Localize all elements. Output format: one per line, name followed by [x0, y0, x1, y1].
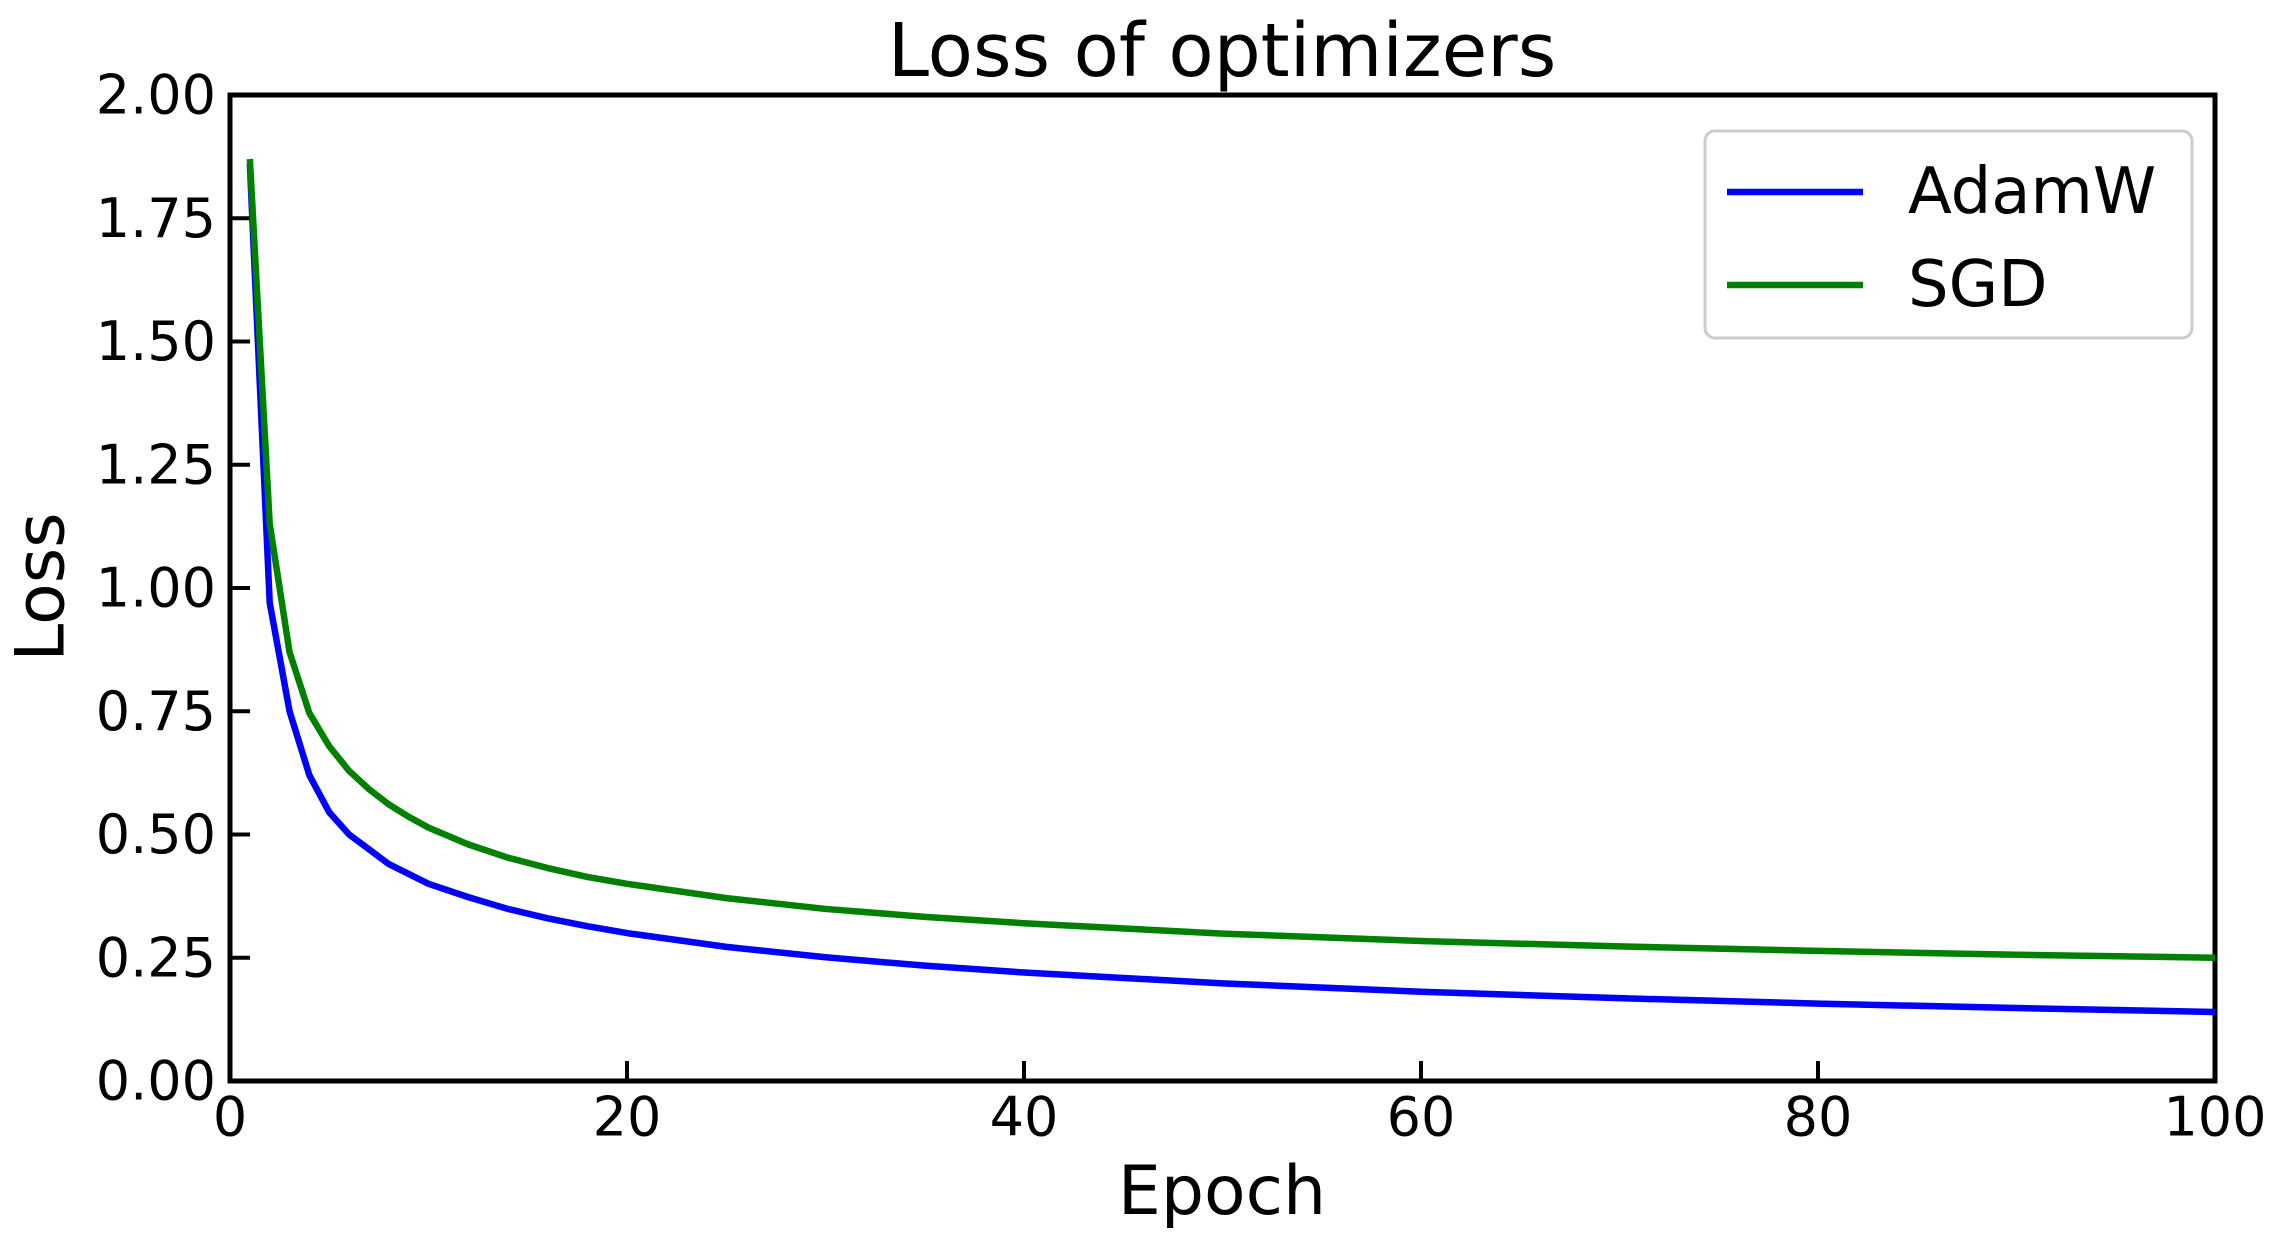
x-axis-ticks: 0 20 40 60 80 100 [213, 1061, 2267, 1149]
x-tick-label: 0 [213, 1086, 247, 1149]
x-tick-label: 60 [1387, 1086, 1456, 1149]
y-axis-label: Loss [2, 512, 81, 661]
y-tick-label: 1.00 [96, 557, 216, 620]
x-tick-label: 100 [2163, 1086, 2266, 1149]
y-tick-label: 0.25 [96, 926, 216, 989]
legend-label-adamw: AdamW [1908, 155, 2156, 229]
y-tick-label: 1.25 [96, 433, 216, 496]
y-tick-label: 0.50 [96, 803, 216, 866]
y-tick-label: 0.75 [96, 680, 216, 743]
x-axis-label: Epoch [1118, 1152, 1326, 1231]
curve-sgd [246, 158, 2216, 961]
y-tick-label: 1.50 [96, 310, 216, 373]
y-tick-label: 1.75 [96, 187, 216, 250]
y-axis-ticks: 0.00 0.25 0.50 0.75 1.00 1.25 1.50 1.75 2.00 [96, 64, 250, 1113]
legend: AdamW SGD [1703, 129, 2194, 340]
chart-title: Loss of optimizers [888, 8, 1557, 94]
x-tick-label: 80 [1784, 1086, 1853, 1149]
curve-adamw [246, 163, 2216, 1016]
y-tick-label: 0.00 [96, 1050, 216, 1113]
x-tick-label: 20 [593, 1086, 662, 1149]
y-tick-label: 2.00 [96, 64, 216, 127]
x-tick-label: 40 [990, 1086, 1059, 1149]
data-curves [246, 158, 2216, 1016]
legend-label-sgd: SGD [1908, 248, 2048, 322]
